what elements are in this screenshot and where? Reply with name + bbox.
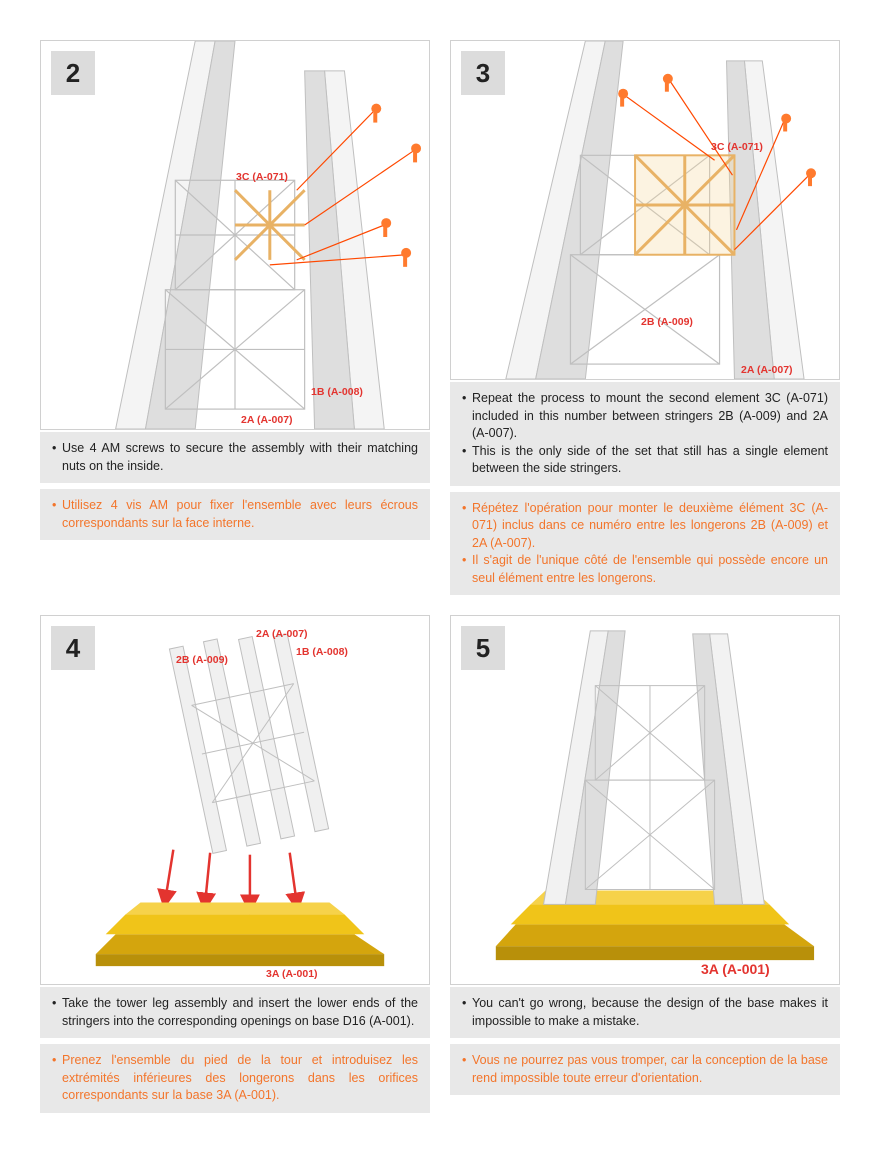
callout-1b-s4: 1B (A-008) bbox=[296, 646, 348, 658]
callout-2a-s4: 2A (A-007) bbox=[256, 628, 308, 640]
instruction-grid: 2 bbox=[40, 40, 840, 1113]
step-2: 2 bbox=[40, 40, 430, 595]
callout-3a-s4: 3A (A-001) bbox=[266, 968, 318, 980]
step-5-text-en: You can't go wrong, because the design o… bbox=[450, 987, 840, 1038]
step-3-illustration bbox=[451, 41, 839, 379]
step-4-figure: 4 bbox=[40, 615, 430, 985]
step-3-en-1: This is the only side of the set that st… bbox=[462, 443, 828, 478]
step-3-fr-1: Il s'agit de l'unique côté de l'ensemble… bbox=[462, 552, 828, 587]
step-4: 4 bbox=[40, 615, 430, 1113]
step-2-text-fr: Utilisez 4 vis AM pour fixer l'ensemble … bbox=[40, 489, 430, 540]
step-4-fr-0: Prenez l'ensemble du pied de la tour et … bbox=[52, 1052, 418, 1105]
step-3-en-0: Repeat the process to mount the second e… bbox=[462, 390, 828, 443]
step-2-fr-0: Utilisez 4 vis AM pour fixer l'ensemble … bbox=[52, 497, 418, 532]
step-5: 5 bbox=[450, 615, 840, 1113]
step-2-figure: 2 bbox=[40, 40, 430, 430]
step-3-text-fr: Répétez l'opération pour monter le deuxi… bbox=[450, 492, 840, 596]
step-4-illustration bbox=[41, 616, 429, 984]
step-5-illustration bbox=[451, 616, 839, 984]
callout-2b-s3: 2B (A-009) bbox=[641, 316, 693, 328]
step-5-figure: 5 bbox=[450, 615, 840, 985]
step-3-text-en: Repeat the process to mount the second e… bbox=[450, 382, 840, 486]
step-3-fr-0: Répétez l'opération pour monter le deuxi… bbox=[462, 500, 828, 553]
step-5-text-fr: Vous ne pourrez pas vous tromper, car la… bbox=[450, 1044, 840, 1095]
callout-2a: 2A (A-007) bbox=[241, 414, 293, 426]
step-4-text-fr: Prenez l'ensemble du pied de la tour et … bbox=[40, 1044, 430, 1113]
step-2-text-en: Use 4 AM screws to secure the assembly w… bbox=[40, 432, 430, 483]
step-3-figure: 3 bbox=[450, 40, 840, 380]
callout-2a-s3: 2A (A-007) bbox=[741, 364, 793, 376]
step-4-en-0: Take the tower leg assembly and insert t… bbox=[52, 995, 418, 1030]
step-5-fr-0: Vous ne pourrez pas vous tromper, car la… bbox=[462, 1052, 828, 1087]
callout-3c: 3C (A-071) bbox=[236, 171, 288, 183]
step-2-illustration bbox=[41, 41, 429, 429]
step-5-en-0: You can't go wrong, because the design o… bbox=[462, 995, 828, 1030]
callout-3a-s5: 3A (A-001) bbox=[701, 961, 770, 977]
callout-3c-s3: 3C (A-071) bbox=[711, 141, 763, 153]
callout-2b-s4: 2B (A-009) bbox=[176, 654, 228, 666]
step-2-en-0: Use 4 AM screws to secure the assembly w… bbox=[52, 440, 418, 475]
callout-1b: 1B (A-008) bbox=[311, 386, 363, 398]
step-3: 3 bbox=[450, 40, 840, 595]
step-4-text-en: Take the tower leg assembly and insert t… bbox=[40, 987, 430, 1038]
